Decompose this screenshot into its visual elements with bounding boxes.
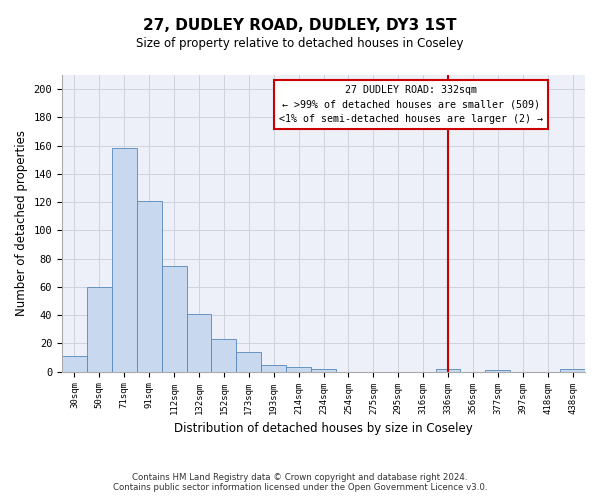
Text: 27, DUDLEY ROAD, DUDLEY, DY3 1ST: 27, DUDLEY ROAD, DUDLEY, DY3 1ST: [143, 18, 457, 32]
Bar: [485, 370, 510, 372]
X-axis label: Distribution of detached houses by size in Coseley: Distribution of detached houses by size …: [174, 422, 473, 435]
Bar: [560, 369, 585, 372]
Bar: [286, 368, 311, 372]
Bar: [161, 266, 187, 372]
Text: Size of property relative to detached houses in Coseley: Size of property relative to detached ho…: [136, 38, 464, 51]
Bar: [137, 200, 161, 372]
Bar: [62, 356, 87, 372]
Text: Contains HM Land Registry data © Crown copyright and database right 2024.
Contai: Contains HM Land Registry data © Crown c…: [113, 473, 487, 492]
Y-axis label: Number of detached properties: Number of detached properties: [15, 130, 28, 316]
Bar: [236, 352, 261, 372]
Bar: [87, 287, 112, 372]
Bar: [436, 369, 460, 372]
Bar: [311, 369, 336, 372]
Bar: [261, 364, 286, 372]
Bar: [187, 314, 211, 372]
Bar: [211, 339, 236, 372]
Bar: [112, 148, 137, 372]
Text: 27 DUDLEY ROAD: 332sqm
← >99% of detached houses are smaller (509)
<1% of semi-d: 27 DUDLEY ROAD: 332sqm ← >99% of detache…: [278, 85, 542, 124]
